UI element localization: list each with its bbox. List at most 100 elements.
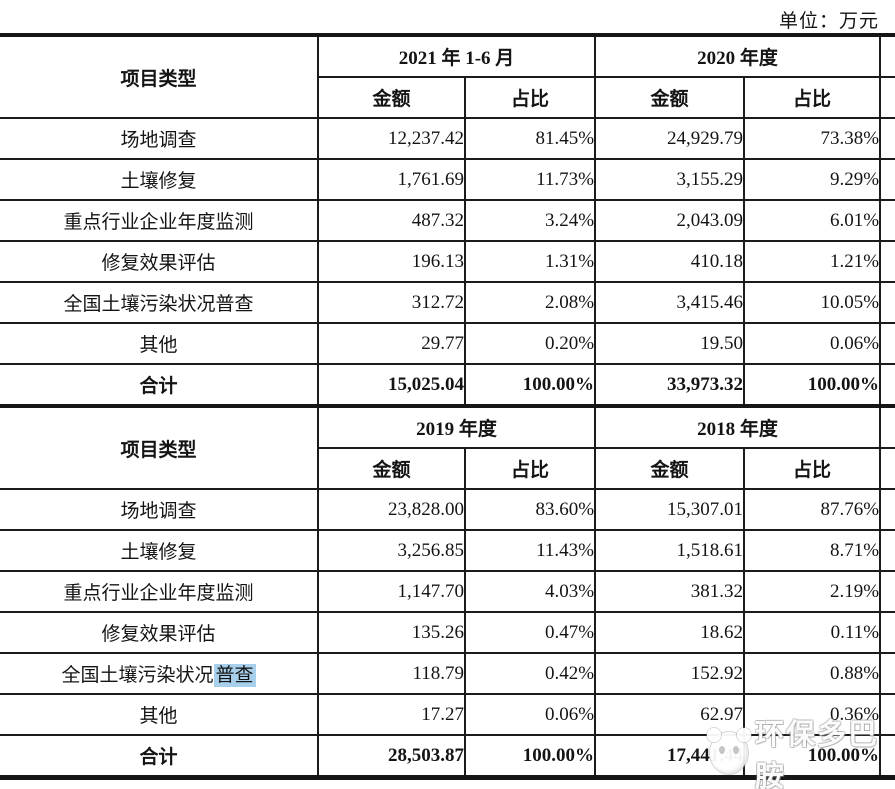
percent-cell: 11.43%: [463, 529, 596, 572]
header-period-2019: 2019 年度: [316, 404, 596, 449]
spacer-cell: [879, 693, 895, 736]
unit-label: 单位：万元: [778, 11, 879, 32]
percent-cell: 83.60%: [463, 488, 596, 531]
table-row: 场地调查 12,237.42 81.45% 24,929.79 73.38%: [0, 117, 895, 160]
amount-cell: 196.13: [317, 240, 465, 283]
amount-cell: 3,256.85: [317, 529, 465, 572]
row-label-cell: 重点行业企业年度监测: [0, 199, 318, 242]
header-ratio: 占比: [743, 447, 881, 490]
percent-cell: 8.71%: [743, 529, 881, 572]
amount-cell: 15,307.01: [594, 488, 745, 531]
percent-cell: 0.42%: [463, 652, 596, 695]
amount-cell: 312.72: [317, 281, 465, 324]
header-period-2020: 2020 年度: [594, 33, 881, 78]
row-label-cell: 土壤修复: [0, 158, 318, 201]
total-label-cell: 合计: [0, 363, 318, 407]
percent-cell: 0.88%: [743, 652, 881, 695]
percent-cell: 0.06%: [743, 322, 881, 365]
spacer-cell: [879, 611, 895, 654]
spacer-cell: [879, 322, 895, 365]
percent-cell: 0.47%: [463, 611, 596, 654]
header-amount: 金额: [594, 447, 745, 490]
amount-cell: 2,043.09: [594, 199, 745, 242]
table-row: 场地调查 23,828.00 83.60% 15,307.01 87.76%: [0, 488, 895, 531]
spacer-cell: [879, 652, 895, 695]
row-label-cell: 场地调查: [0, 117, 318, 160]
total-amount-cell: 15,025.04: [317, 363, 465, 407]
header-amount: 金额: [594, 76, 745, 119]
percent-cell: 0.11%: [743, 611, 881, 654]
header-project-type: 项目类型: [0, 33, 318, 119]
amount-cell: 3,415.46: [594, 281, 745, 324]
amount-cell: 487.32: [317, 199, 465, 242]
table-row: 重点行业企业年度监测 1,147.70 4.03% 381.32 2.19%: [0, 570, 895, 613]
header-ratio: 占比: [463, 447, 596, 490]
row-label-cell: 修复效果评估: [0, 611, 318, 654]
header-amount: 金额: [317, 447, 465, 490]
table-row: 修复效果评估 196.13 1.31% 410.18 1.21%: [0, 240, 895, 283]
row-label-cell: 全国土壤污染状况普查: [0, 281, 318, 324]
row-label-cell: 修复效果评估: [0, 240, 318, 283]
spacer-cell: [879, 76, 895, 119]
spacer-cell: [879, 281, 895, 324]
amount-cell: 24,929.79: [594, 117, 745, 160]
percent-cell: 0.20%: [463, 322, 596, 365]
spacer-cell: [879, 33, 895, 78]
amount-cell: 1,147.70: [317, 570, 465, 613]
amount-cell: 62.97: [594, 693, 745, 736]
total-percent-cell: 100.00%: [743, 734, 881, 780]
spacer-cell: [879, 404, 895, 449]
amount-cell: 17.27: [317, 693, 465, 736]
row-label-cell: 重点行业企业年度监测: [0, 570, 318, 613]
table-row: 其他 29.77 0.20% 19.50 0.06%: [0, 322, 895, 365]
percent-cell: 81.45%: [463, 117, 596, 160]
header-ratio: 占比: [463, 76, 596, 119]
total-amount-cell: 17,441.44: [594, 734, 745, 780]
table-row: 全国土壤污染状况 普查 118.79 0.42% 152.92 0.88%: [0, 652, 895, 695]
spacer-cell: [879, 117, 895, 160]
total-label-cell: 合计: [0, 734, 318, 780]
percent-cell: 4.03%: [463, 570, 596, 613]
spacer-cell: [879, 734, 895, 780]
percent-cell: 6.01%: [743, 199, 881, 242]
percent-cell: 73.38%: [743, 117, 881, 160]
total-percent-cell: 100.00%: [463, 363, 596, 407]
total-percent-cell: 100.00%: [743, 363, 881, 407]
row-label-cell: 场地调查: [0, 488, 318, 531]
row-label-cell: 其他: [0, 322, 318, 365]
row-label-cell: 其他: [0, 693, 318, 736]
percent-cell: 1.21%: [743, 240, 881, 283]
amount-cell: 3,155.29: [594, 158, 745, 201]
amount-cell: 135.26: [317, 611, 465, 654]
amount-cell: 118.79: [317, 652, 465, 695]
percent-cell: 10.05%: [743, 281, 881, 324]
spacer-cell: [879, 158, 895, 201]
table-row: 重点行业企业年度监测 487.32 3.24% 2,043.09 6.01%: [0, 199, 895, 242]
header-period-2021: 2021 年 1-6 月: [316, 33, 596, 78]
table-row: 其他 17.27 0.06% 62.97 0.36%: [0, 693, 895, 736]
percent-cell: 3.24%: [463, 199, 596, 242]
table-row: 全国土壤污染状况普查 312.72 2.08% 3,415.46 10.05%: [0, 281, 895, 324]
table-row: 土壤修复 1,761.69 11.73% 3,155.29 9.29%: [0, 158, 895, 201]
total-row: 合计 28,503.87 100.00% 17,441.44 100.00%: [0, 734, 895, 780]
spacer-cell: [879, 363, 895, 407]
amount-cell: 12,237.42: [317, 117, 465, 160]
percent-cell: 2.19%: [743, 570, 881, 613]
header-period-2018: 2018 年度: [594, 404, 881, 449]
percent-cell: 11.73%: [463, 158, 596, 201]
header-project-type: 项目类型: [0, 404, 318, 490]
total-amount-cell: 33,973.32: [594, 363, 745, 407]
table-row: 修复效果评估 135.26 0.47% 18.62 0.11%: [0, 611, 895, 654]
spacer-cell: [879, 570, 895, 613]
percent-cell: 9.29%: [743, 158, 881, 201]
percent-cell: 87.76%: [743, 488, 881, 531]
percent-cell: 2.08%: [463, 281, 596, 324]
row-label-text: 全国土壤污染状况: [61, 665, 214, 686]
amount-cell: 29.77: [317, 322, 465, 365]
spacer-cell: [879, 199, 895, 242]
percent-cell: 0.36%: [743, 693, 881, 736]
amount-cell: 1,518.61: [594, 529, 745, 572]
spacer-cell: [879, 240, 895, 283]
table-row: 土壤修复 3,256.85 11.43% 1,518.61 8.71%: [0, 529, 895, 572]
